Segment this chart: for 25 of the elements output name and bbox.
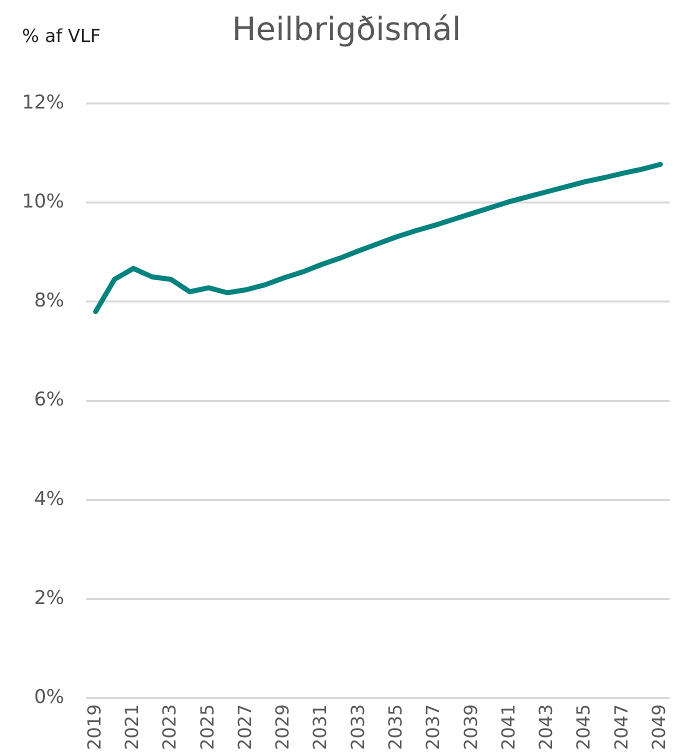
y-tick-label: 2% [34, 586, 64, 609]
y-tick-label: 12% [22, 91, 64, 114]
x-tick-label: 2035 [386, 704, 406, 750]
y-tick-label: 6% [34, 388, 64, 411]
x-tick-label: 2037 [423, 704, 444, 750]
x-tick-label: 2033 [348, 704, 369, 750]
x-tick-label: 2047 [611, 704, 632, 750]
x-tick-label: 2049 [649, 704, 670, 750]
x-tick-label: 2045 [574, 704, 595, 750]
y-tick-label: 8% [34, 290, 64, 312]
x-tick-label: 2031 [310, 704, 332, 750]
x-tick-label: 2027 [234, 704, 256, 750]
x-tick-label: 2029 [272, 704, 294, 750]
y-tick-label: 0% [34, 686, 64, 708]
y-tick-label: 10% [22, 190, 64, 212]
y-axis-title: % af VLF [22, 26, 101, 47]
x-tick-label: 2021 [122, 704, 143, 750]
x-tick-label: 2043 [536, 704, 558, 750]
chart-title: Heilbrigðismál [232, 10, 461, 48]
y-tick-label: 4% [34, 488, 64, 510]
x-tick-label: 2041 [498, 704, 520, 750]
x-tick-label: 2025 [197, 704, 218, 750]
x-tick-label: 2019 [84, 704, 106, 750]
x-tick-label: 2023 [160, 704, 181, 750]
x-tick-label: 2039 [460, 704, 482, 750]
